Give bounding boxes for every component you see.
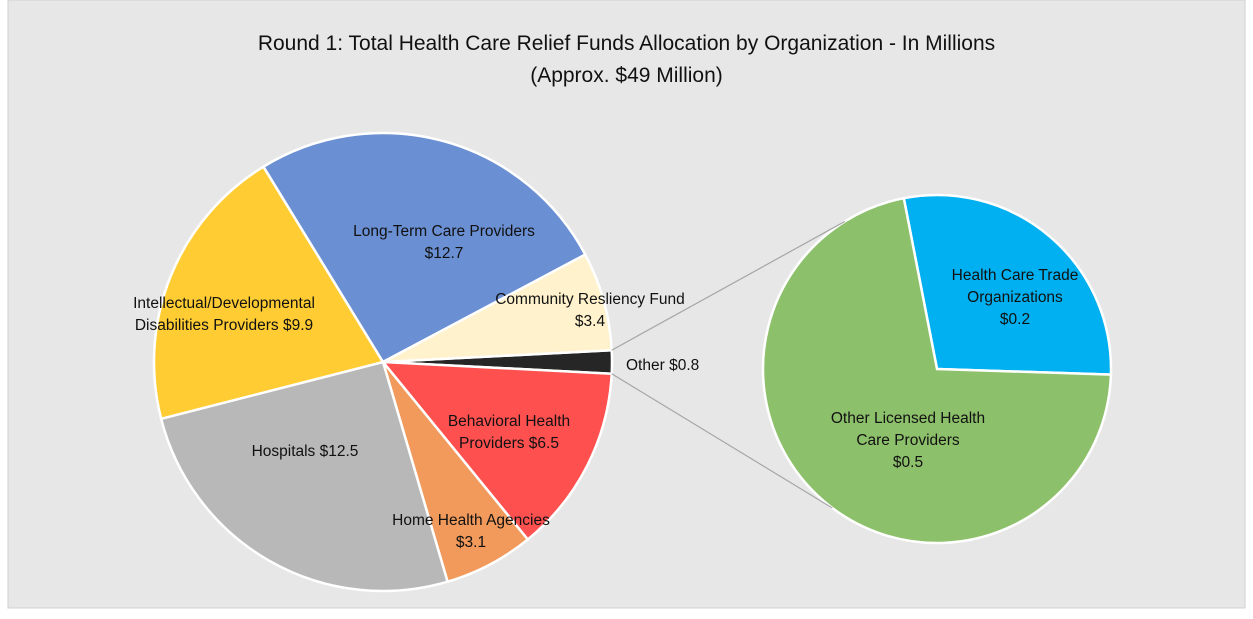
label-value: $12.5 xyxy=(319,443,359,460)
connector-line xyxy=(611,373,833,509)
data-label: Other $0.8 xyxy=(626,355,766,377)
chart-subtitle: (Approx. $49 Million) xyxy=(530,64,723,87)
label-category: Hospitals xyxy=(251,443,316,460)
connector-line xyxy=(611,220,846,351)
label-category: Other Licensed Health Care Providers xyxy=(830,410,986,449)
data-label: Intellectual/Developmental Disabilities … xyxy=(99,293,349,337)
pie-slice xyxy=(380,360,614,542)
label-value: $0.8 xyxy=(669,357,700,374)
pie-slice xyxy=(152,164,385,421)
chart-title: Round 1: Total Health Care Relief Funds … xyxy=(257,32,996,55)
label-value: $3.4 xyxy=(574,313,606,330)
label-value: $9.9 xyxy=(283,317,314,334)
secondary-slice xyxy=(902,193,1113,376)
label-value: $0.5 xyxy=(892,454,924,471)
label-category: Other xyxy=(626,357,665,374)
secondary-slice xyxy=(761,196,1113,545)
label-category: Health Care Trade Organizations xyxy=(951,267,1079,306)
data-label: Other Licensed Health Care Providers $0.… xyxy=(813,408,1003,474)
data-label: Hospitals $12.5 xyxy=(205,441,405,463)
label-value: $0.2 xyxy=(999,311,1031,328)
data-label: Community Resliency Fund $3.4 xyxy=(495,289,685,333)
label-category: Long-Term Care Providers xyxy=(353,223,535,240)
data-label: Behavioral Health Providers $6.5 xyxy=(442,411,577,455)
label-category: Home Health Agencies xyxy=(392,512,550,529)
label-category: Community Resliency Fund xyxy=(495,291,685,308)
label-category: Behavioral Health Providers xyxy=(447,413,571,452)
label-value: $3.1 xyxy=(455,534,487,551)
pie-slice xyxy=(261,131,587,364)
label-value: $6.5 xyxy=(528,435,559,452)
data-label: Long-Term Care Providers $12.7 xyxy=(324,221,564,265)
pie-slice xyxy=(159,360,450,593)
data-label: Home Health Agencies $3.1 xyxy=(371,510,571,554)
data-label: Health Care Trade Organizations $0.2 xyxy=(940,265,1090,331)
label-category: Intellectual/Developmental Disabilities … xyxy=(133,295,315,334)
label-value: $12.7 xyxy=(424,245,464,262)
